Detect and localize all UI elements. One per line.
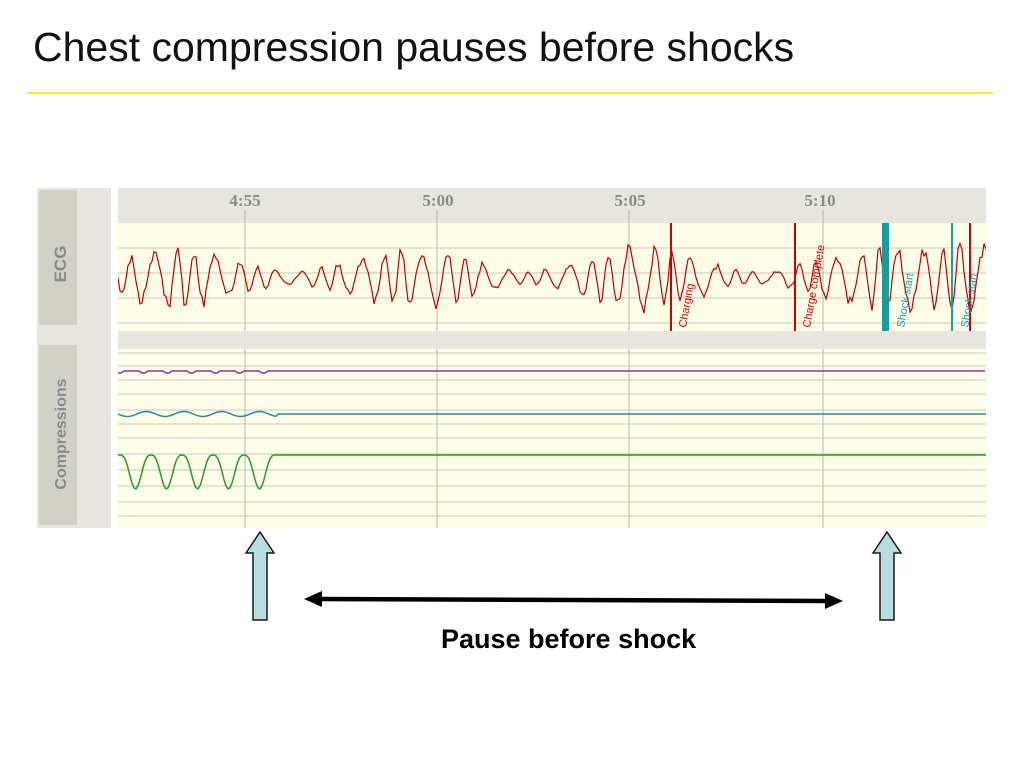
impedance-trace (118, 410, 986, 418)
time-ticks: 4:55 5:00 5:05 5:10 (229, 191, 835, 210)
slide-title: Chest compression pauses before shocks (33, 24, 795, 70)
pause-caption: Pause before shock (441, 624, 697, 654)
ecg-trace (118, 241, 986, 315)
tick-label: 5:00 (422, 191, 453, 210)
tick-label: 4:55 (229, 191, 260, 210)
gridlines (118, 210, 986, 528)
compressions-label-box (39, 345, 77, 525)
up-arrow-icon (871, 530, 903, 621)
title-rule (27, 92, 993, 94)
tick-label: 5:05 (614, 191, 645, 210)
double-headed-arrow-icon (304, 591, 843, 609)
header-band (118, 188, 986, 223)
separator-band (118, 331, 986, 349)
ecg-label-box (39, 190, 77, 325)
up-arrow-icon (244, 530, 276, 621)
purple-trace (118, 370, 985, 374)
recording-strip: 4:55 5:00 5:05 5:10 Charging Charge comp… (118, 188, 986, 528)
tick-label: 5:10 (804, 191, 835, 210)
shock-marker-bar (882, 223, 889, 331)
compression-trace (118, 453, 986, 490)
ecg-panel (118, 223, 986, 331)
